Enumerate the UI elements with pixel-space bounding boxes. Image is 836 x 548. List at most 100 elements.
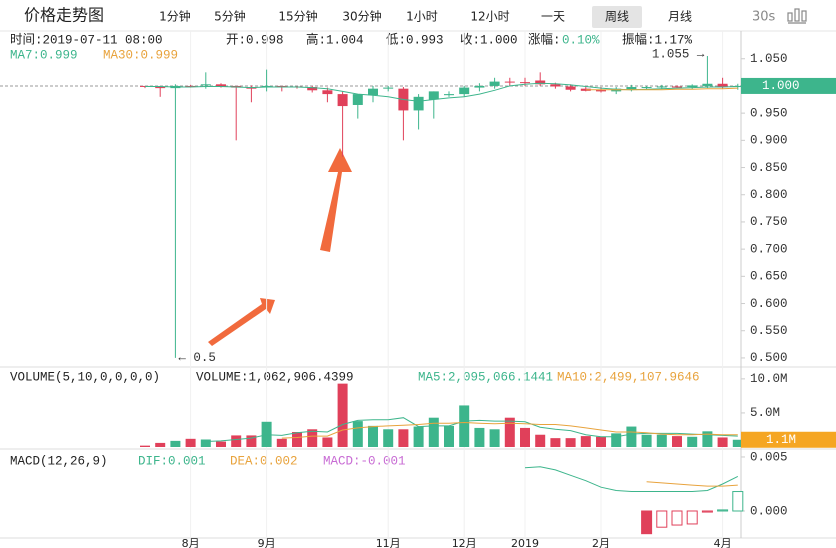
candle-body — [626, 87, 637, 90]
indicator-line — [524, 466, 739, 492]
candle-body — [413, 96, 424, 111]
candle-body — [200, 84, 211, 86]
y-tick-label: 0.650 — [750, 270, 788, 284]
candle-body — [732, 85, 743, 88]
volume-bar — [717, 437, 728, 447]
macd-bar — [732, 491, 744, 512]
x-tick-label: 2月 — [592, 537, 610, 548]
volume-bar — [292, 432, 302, 447]
volume-bar — [732, 439, 743, 447]
volume-bar — [565, 438, 576, 447]
info-open: 开:0.998 — [226, 33, 284, 47]
info-low: 低:0.993 — [386, 32, 444, 47]
refresh-label[interactable]: 30s — [752, 10, 776, 25]
volume-bar — [307, 429, 318, 447]
interval-tab[interactable]: 15分钟 — [278, 9, 317, 24]
y-tick-label: 0.550 — [750, 324, 788, 338]
volume-bar — [413, 426, 424, 447]
macd-dif: DIF:0.001 — [138, 454, 206, 468]
interval-tab[interactable]: 1小时 — [406, 10, 438, 24]
chart-icon[interactable] — [787, 8, 807, 24]
volume-bar — [383, 429, 394, 447]
x-tick-label: 8月 — [182, 537, 200, 548]
y-tick-label: 0.900 — [750, 134, 788, 148]
y-tick-label: 0.005 — [750, 450, 788, 464]
max-label: 1.055 → — [652, 47, 705, 61]
volume-bar — [428, 417, 439, 447]
interval-tab[interactable]: 周线 — [605, 10, 629, 24]
last-price-box — [741, 77, 836, 94]
candle-body — [444, 94, 454, 96]
volume-bar — [489, 429, 500, 447]
volume-bar — [580, 436, 591, 447]
volume-bar — [276, 438, 287, 447]
volume-bar — [398, 429, 409, 447]
volume-bar — [596, 436, 606, 447]
x-tick-label: 11月 — [376, 537, 401, 548]
interval-tab[interactable]: 5分钟 — [214, 9, 246, 24]
interval-tab[interactable]: 月线 — [668, 10, 692, 24]
y-tick-label: 0.950 — [750, 106, 788, 120]
candle-body — [261, 85, 272, 88]
last-volume-box — [741, 431, 836, 448]
candle-body — [504, 81, 515, 83]
candle-body — [687, 85, 698, 88]
volume-title: VOLUME(5,10,0,0,0,0) — [10, 370, 160, 384]
interval-tab[interactable]: 一天 — [541, 10, 565, 24]
volume-bar — [672, 436, 682, 447]
interval-tab[interactable]: 1分钟 — [159, 9, 191, 24]
volume-bar — [170, 440, 181, 447]
candle-body — [474, 85, 485, 88]
indicator-line — [281, 421, 738, 439]
volume-bar — [185, 438, 196, 447]
candle-body — [276, 85, 287, 87]
macd-bar — [671, 510, 683, 526]
volume-bar — [535, 434, 546, 447]
y-tick-label: 0.600 — [750, 297, 788, 311]
candle-body — [383, 87, 394, 89]
info-change-label: 涨幅: — [528, 31, 561, 47]
candle-body — [337, 94, 348, 107]
macd-bar — [656, 510, 668, 528]
last-volume-label: 1.1M — [766, 433, 796, 447]
volume-bar — [520, 427, 530, 447]
volume-bar — [352, 421, 363, 447]
volume-bar — [474, 427, 485, 447]
volume-bar — [504, 417, 515, 447]
info-amplitude: 振幅:1.17% — [622, 31, 693, 47]
indicator-line — [585, 87, 738, 91]
candle-body — [155, 87, 166, 89]
ma7-label: MA7:0.999 — [10, 48, 78, 62]
annotation-arrow — [320, 148, 352, 252]
indicator-line — [646, 481, 738, 487]
interval-tab[interactable]: 12小时 — [470, 10, 509, 24]
macd-macd: MACD:-0.001 — [323, 454, 406, 468]
last-price-label: 1.000 — [762, 79, 800, 93]
volume-bar — [687, 436, 698, 447]
volume-value: VOLUME:1,062,906.4399 — [196, 370, 354, 384]
info-close: 收:1.000 — [460, 32, 518, 47]
y-tick-label: 0.500 — [750, 351, 788, 365]
macd-bar — [641, 510, 653, 535]
interval-tab[interactable]: 30分钟 — [342, 9, 381, 24]
candle-body — [216, 84, 226, 87]
volume-bar — [641, 434, 652, 447]
info-change: 0.10% — [562, 33, 600, 47]
candle-body — [596, 89, 606, 92]
candle-body — [672, 86, 682, 88]
x-tick-label: 12月 — [452, 537, 477, 548]
candle-body — [185, 85, 196, 87]
candle-body — [717, 83, 728, 88]
candle-body — [702, 83, 713, 86]
x-tick-label: 9月 — [258, 537, 276, 548]
y-tick-label: 5.0M — [750, 406, 780, 420]
macd-bar — [686, 510, 698, 525]
volume-bar — [322, 437, 333, 447]
candle-body — [565, 86, 576, 90]
y-tick-label: 1.050 — [750, 52, 788, 66]
volume-bar — [444, 425, 454, 447]
volume-bar — [140, 445, 150, 447]
volume-bar — [246, 435, 257, 447]
candle-body — [428, 91, 439, 100]
volume-bar — [611, 433, 622, 447]
